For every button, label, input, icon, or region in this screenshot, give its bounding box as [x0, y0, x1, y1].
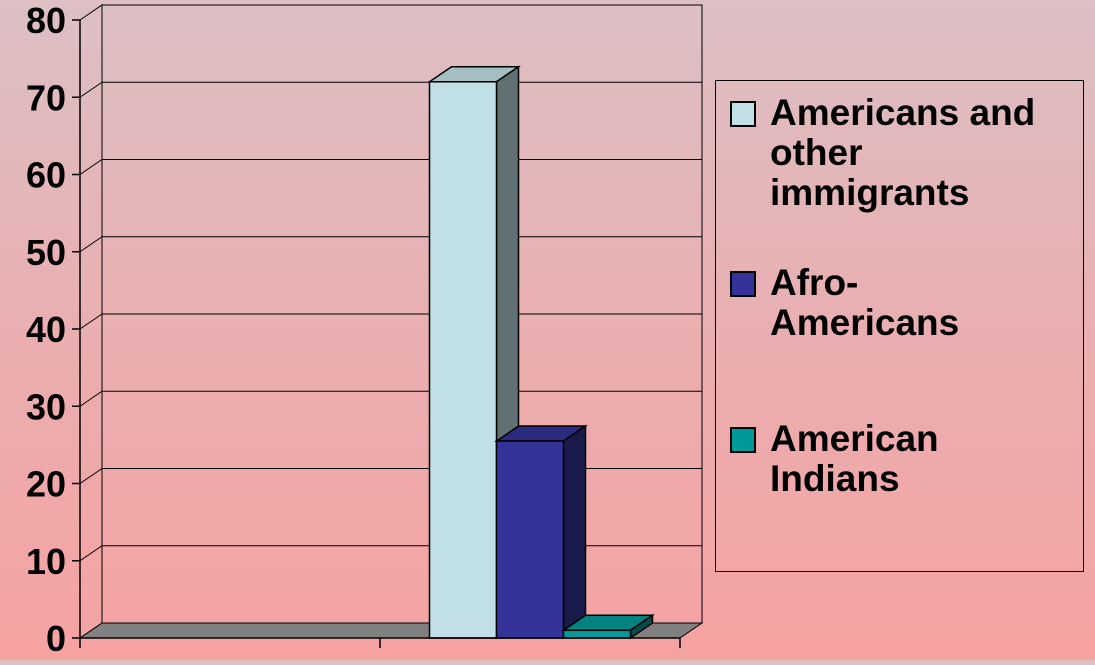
gridline-side-60: [79, 159, 103, 175]
chart-legend: Americans and other immigrants Afro-Amer…: [715, 80, 1084, 572]
legend-label-american-indians: American Indians: [770, 418, 939, 499]
y-tick-label-10: 10: [26, 541, 66, 582]
bar-afro-americans-1-side: [562, 424, 587, 640]
legend-label-americans-and-other-immigrants: Americans and other immigrants: [770, 92, 1036, 213]
y-tick-label-30: 30: [26, 386, 66, 427]
y-tick-label-70: 70: [26, 77, 66, 118]
y-tick-label-60: 60: [26, 155, 66, 196]
y-tick-label-40: 40: [26, 309, 66, 350]
bar-american-indians-1: [562, 629, 632, 639]
y-tick-label-20: 20: [26, 464, 66, 505]
gridline-side-50: [79, 236, 103, 253]
legend-swatch-american-indians: [730, 427, 756, 453]
gridline-side-10: [79, 545, 103, 562]
gridline-side-70: [79, 81, 103, 98]
legend-label-afro-americans: Afro-Americans: [770, 262, 960, 343]
legend-swatch-afro-americans: [730, 271, 756, 297]
gridline-side-40: [79, 313, 103, 330]
legend-swatch-americans-and-other-immigrants: [730, 101, 756, 127]
gridline-side-30: [79, 390, 103, 407]
y-tick-label-0: 0: [46, 618, 66, 659]
y-tick-label-80: 80: [26, 0, 66, 41]
gridline-side-20: [79, 468, 103, 484]
bar-afro-americans-1: [495, 440, 565, 639]
bar-americans-and-other-immigrants-1: [428, 81, 498, 639]
y-tick-label-50: 50: [26, 232, 66, 273]
